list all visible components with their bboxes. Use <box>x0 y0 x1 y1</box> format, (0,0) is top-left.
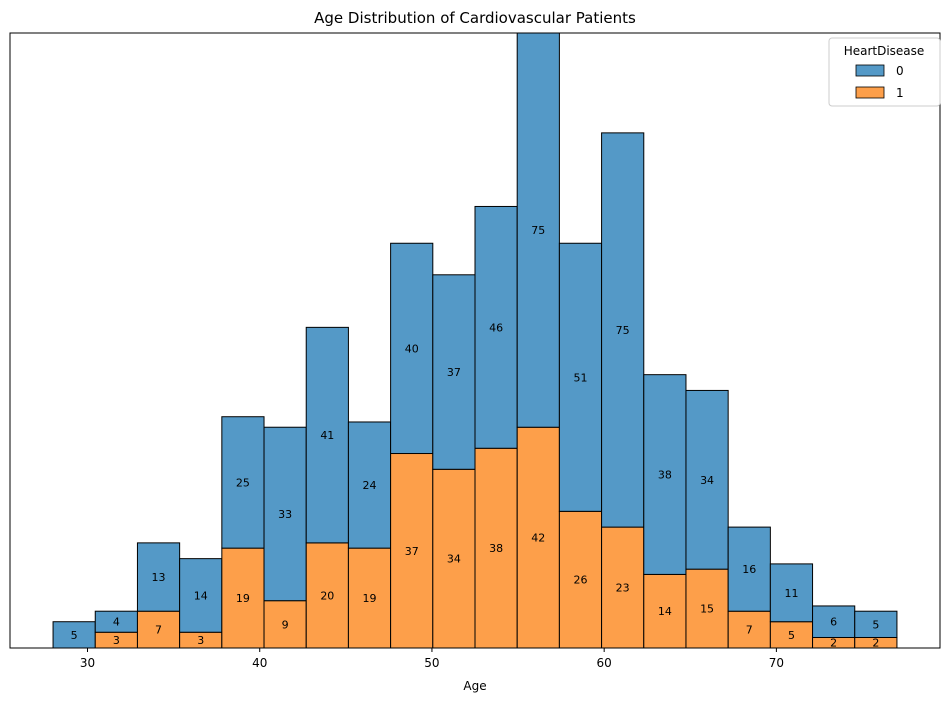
bar-series-0 <box>305 326 349 544</box>
data-label-series-1: 2 <box>830 637 837 650</box>
legend-swatch-1 <box>855 86 885 99</box>
bar-series-0 <box>516 32 560 428</box>
bar-series-1 <box>685 568 729 649</box>
data-label-series-0: 16 <box>742 563 756 576</box>
bar-series-0 <box>432 274 476 470</box>
data-label-series-0: 13 <box>152 571 166 584</box>
x-tick-label: 60 <box>597 656 612 670</box>
x-axis: 30 40 50 60 70 <box>80 648 784 670</box>
data-label-series-1: 7 <box>155 624 162 637</box>
data-label-series-0: 14 <box>194 589 208 602</box>
data-label-series-1: 20 <box>320 589 334 602</box>
data-label-series-1: 5 <box>788 629 795 642</box>
data-label-series-0: 4 <box>113 616 120 629</box>
data-label-series-0: 24 <box>363 479 377 492</box>
bar-series-0 <box>685 389 729 570</box>
bar-series-0 <box>390 242 434 455</box>
data-label-series-1: 3 <box>197 634 204 647</box>
bar-series-1 <box>390 453 434 649</box>
bar-series-0 <box>727 526 771 612</box>
data-label-series-1: 42 <box>531 532 545 545</box>
x-tick-label: 70 <box>769 656 784 670</box>
legend-label-0: 0 <box>896 64 904 78</box>
data-label-series-0: 6 <box>830 616 837 629</box>
bar-series-1 <box>516 426 560 649</box>
bar-series-0 <box>179 558 223 633</box>
data-label-series-0: 37 <box>447 366 461 379</box>
data-label-series-0: 5 <box>872 618 879 631</box>
bar-series-0 <box>558 242 603 512</box>
bar-series-0 <box>601 132 645 528</box>
data-label-series-1: 23 <box>616 582 630 595</box>
data-label-series-1: 2 <box>872 637 879 650</box>
bar-series-0 <box>769 563 814 623</box>
legend: HeartDisease 0 1 <box>828 37 941 107</box>
data-label-series-1: 34 <box>447 553 461 566</box>
bar-series-0 <box>812 605 856 638</box>
bar-series-1 <box>601 526 645 649</box>
chart-title: Age Distribution of Cardiovascular Patie… <box>314 9 636 27</box>
bar-series-0 <box>474 205 518 449</box>
data-label-series-1: 14 <box>658 605 672 618</box>
data-label-series-1: 3 <box>113 634 120 647</box>
data-label-series-1: 9 <box>282 618 289 631</box>
data-label-series-1: 15 <box>700 603 714 616</box>
data-label-series-1: 19 <box>363 592 377 605</box>
x-tick-label: 30 <box>80 656 95 670</box>
bar-series-1 <box>474 447 518 649</box>
plot-frame <box>9 32 941 649</box>
legend-label-1: 1 <box>896 86 904 100</box>
x-axis-label: Age <box>463 679 486 693</box>
bar-series-0 <box>52 621 96 649</box>
data-label-series-0: 75 <box>616 324 630 337</box>
data-label-series-1: 38 <box>489 542 503 555</box>
legend-title: HeartDisease <box>844 44 925 58</box>
legend-swatch-0 <box>855 64 885 77</box>
bar-series-1 <box>305 542 349 649</box>
bar-series-0 <box>854 610 898 638</box>
bar-series-0 <box>221 416 265 549</box>
bar-series-0 <box>263 426 307 602</box>
data-label-series-0: 51 <box>573 371 587 384</box>
bar-series-1 <box>432 468 476 649</box>
data-label-series-0: 5 <box>71 629 78 642</box>
data-label-series-1: 19 <box>236 592 250 605</box>
bar-series-0 <box>643 374 687 575</box>
data-label-series-0: 38 <box>658 469 672 482</box>
data-label-series-1: 7 <box>746 624 753 637</box>
data-label-series-0: 46 <box>489 321 503 334</box>
data-label-series-0: 40 <box>405 342 419 355</box>
data-label-series-1: 37 <box>405 545 419 558</box>
data-label-series-0: 33 <box>278 508 292 521</box>
x-tick-label: 40 <box>252 656 267 670</box>
data-label-series-0: 34 <box>700 474 714 487</box>
data-label-series-0: 41 <box>320 429 334 442</box>
data-label-series-0: 25 <box>236 476 250 489</box>
bar-series-1 <box>558 510 603 649</box>
data-label-series-0: 75 <box>531 224 545 237</box>
data-label-series-0: 11 <box>784 587 798 600</box>
x-tick-label: 50 <box>424 656 439 670</box>
bar-series-1 <box>643 573 687 649</box>
data-label-series-1: 26 <box>573 574 587 587</box>
